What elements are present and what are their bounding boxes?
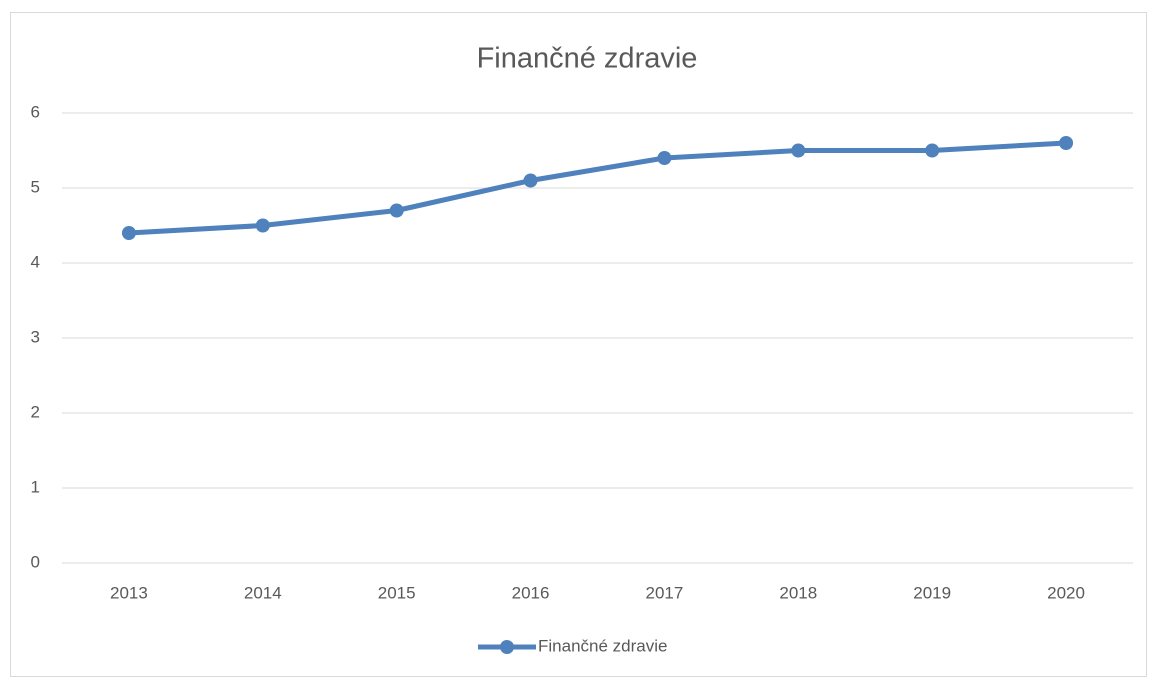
y-tick-label: 1	[31, 477, 40, 496]
data-point	[1059, 136, 1074, 150]
data-point	[925, 143, 940, 158]
y-tick-label: 5	[31, 177, 40, 196]
y-tick-label: 4	[31, 252, 40, 271]
x-tick-label: 2019	[913, 583, 951, 602]
series-line	[126, 140, 1069, 236]
chart-frame	[10, 12, 1147, 677]
data-point	[389, 203, 404, 218]
x-tick-label: 2018	[779, 583, 817, 602]
y-tick-label: 6	[31, 102, 40, 121]
y-tick-label: 3	[31, 327, 40, 346]
data-point	[791, 143, 806, 158]
legend-marker	[500, 640, 514, 654]
chart-title: Finančné zdravie	[477, 43, 698, 75]
y-tick-label: 0	[31, 552, 40, 571]
data-point	[121, 226, 136, 240]
legend-label: Finančné zdravie	[538, 636, 667, 655]
data-point	[523, 173, 538, 188]
x-tick-label: 2013	[110, 583, 148, 602]
data-point	[657, 151, 672, 165]
y-tick-label: 2	[31, 402, 40, 421]
x-tick-label: 2015	[378, 583, 416, 602]
x-tick-label: 2016	[512, 583, 550, 602]
x-tick-label: 2014	[244, 583, 282, 602]
x-tick-label: 2017	[646, 583, 684, 602]
data-point	[255, 218, 270, 233]
x-tick-label: 2020	[1047, 583, 1085, 602]
